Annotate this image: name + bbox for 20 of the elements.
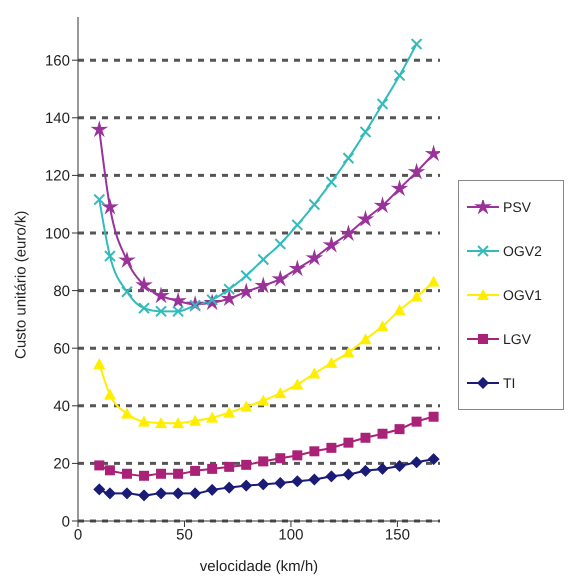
y-tick-label: 140 bbox=[44, 110, 70, 128]
y-tick-label: 20 bbox=[53, 456, 70, 473]
x-axis-title: velocidade (km/h) bbox=[200, 558, 318, 575]
legend-label: OGV2 bbox=[503, 242, 542, 258]
y-tick-label: 80 bbox=[53, 282, 70, 300]
y-tick-label: 60 bbox=[53, 340, 70, 358]
legend-label: OGV1 bbox=[503, 286, 542, 302]
x-tick-label: 50 bbox=[176, 526, 193, 544]
x-tick-label: 100 bbox=[278, 526, 304, 544]
legend-label: TI bbox=[503, 374, 516, 390]
x-tick-label: 0 bbox=[74, 526, 82, 544]
y-tick-label: 120 bbox=[44, 168, 70, 185]
y-tick-label: 40 bbox=[53, 398, 70, 416]
legend-label: PSV bbox=[503, 198, 532, 214]
x-tick-label: 150 bbox=[384, 526, 410, 544]
y-tick-label: 100 bbox=[44, 225, 70, 242]
y-tick-label: 0 bbox=[62, 513, 70, 530]
legend-label: LGV bbox=[503, 330, 532, 346]
y-axis-title: Custo unitário (euro/k) bbox=[12, 210, 30, 359]
y-tick-label: 160 bbox=[44, 52, 70, 70]
